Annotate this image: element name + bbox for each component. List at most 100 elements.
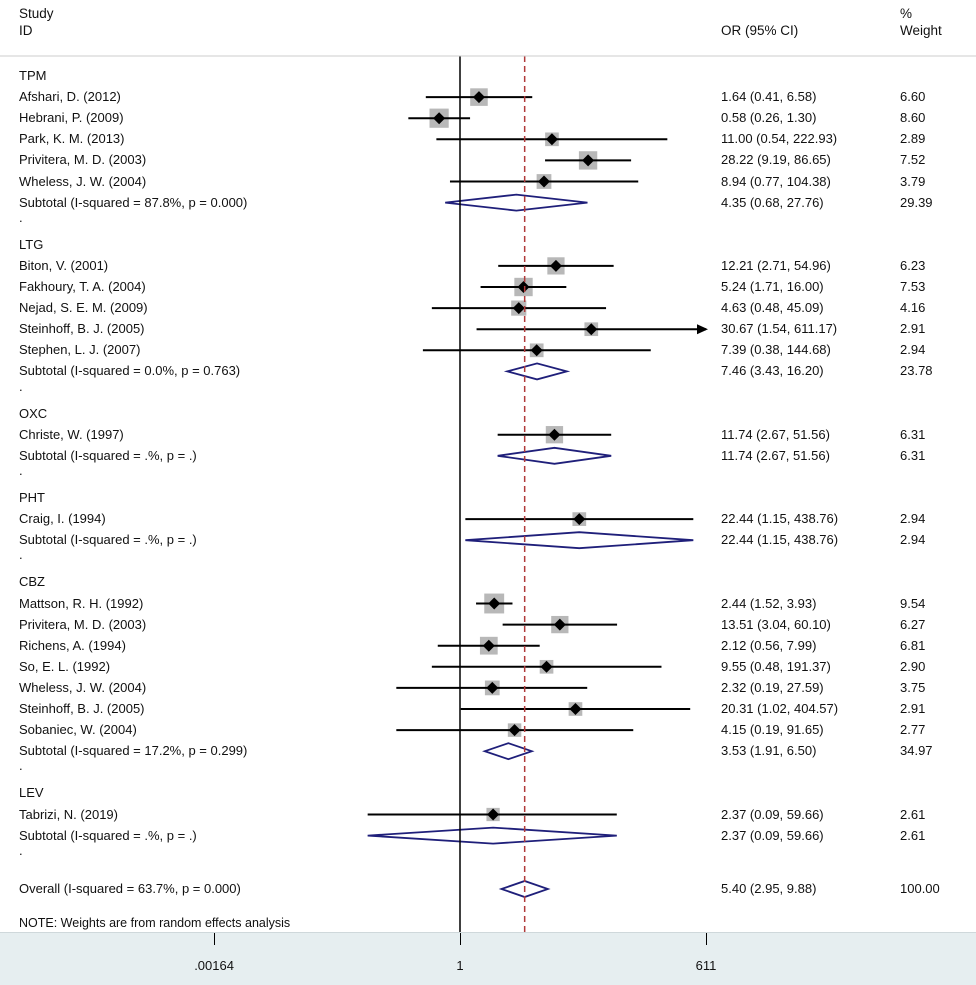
- subtotal-weight: 23.78: [900, 363, 933, 379]
- subtotal-diamond: [367, 826, 617, 845]
- point-estimate: [538, 175, 551, 188]
- subtotal-label: Subtotal (I-squared = .%, p = .): [19, 447, 197, 463]
- group-separator: .: [19, 547, 23, 563]
- group-label: CBZ: [19, 574, 45, 590]
- group-label: LEV: [19, 785, 44, 801]
- study-label: Biton, V. (2001): [19, 257, 109, 273]
- overall-label: Overall (I-squared = 63.7%, p = 0.000): [19, 881, 241, 896]
- column-header-or: OR (95% CI): [721, 23, 799, 38]
- study-weight: 2.91: [900, 321, 926, 337]
- study-or-ci: 11.00 (0.54, 222.93): [721, 131, 838, 147]
- subtotal-diamond: [503, 362, 571, 381]
- study-label: Steinhoff, B. J. (2005): [19, 321, 145, 337]
- study-or-ci: 30.67 (1.54, 611.17): [721, 321, 838, 337]
- study-or-ci: 4.63 (0.48, 45.09): [721, 300, 824, 316]
- column-header-weight: % Weight: [900, 6, 942, 38]
- overall-or-ci: 5.40 (2.95, 9.88): [721, 881, 817, 896]
- point-estimate: [433, 112, 446, 125]
- study-label: Hebrani, P. (2009): [19, 110, 124, 126]
- point-estimate: [553, 618, 566, 631]
- subtotal-diamond: [482, 742, 535, 761]
- x-axis-tick-label: 1: [456, 958, 464, 973]
- x-axis-tick: [213, 933, 216, 945]
- study-label: Mattson, R. H. (1992): [19, 595, 144, 611]
- point-estimate: [508, 724, 521, 737]
- study-weight: 2.61: [900, 806, 926, 822]
- point-estimate: [585, 323, 598, 336]
- study-label: Richens, A. (1994): [19, 637, 126, 653]
- subtotal-weight: 34.97: [900, 743, 933, 759]
- study-weight: 2.90: [900, 658, 926, 674]
- study-or-ci: 4.15 (0.19, 91.65): [721, 722, 824, 738]
- group-separator: .: [19, 209, 23, 225]
- study-label: Stephen, L. J. (2007): [19, 342, 141, 358]
- study-weight: 2.94: [900, 511, 926, 527]
- point-estimate: [545, 133, 558, 146]
- point-estimate: [487, 808, 500, 821]
- study-or-ci: 13.51 (3.04, 60.10): [721, 616, 831, 632]
- study-weight: 6.31: [900, 426, 926, 442]
- group-separator: .: [19, 758, 23, 774]
- study-or-ci: 2.44 (1.52, 3.93): [721, 595, 817, 611]
- study-or-ci: 9.55 (0.48, 191.37): [721, 658, 831, 674]
- subtotal-or-ci: 7.46 (3.43, 16.20): [721, 363, 824, 379]
- point-estimate: [512, 302, 525, 315]
- footnote: NOTE: Weights are from random effects an…: [19, 916, 291, 930]
- group-separator: .: [19, 378, 23, 394]
- study-weight: 6.27: [900, 616, 926, 632]
- study-or-ci: 8.94 (0.77, 104.38): [721, 173, 831, 189]
- study-or-ci: 1.64 (0.41, 6.58): [721, 89, 817, 105]
- subtotal-weight: 2.94: [900, 532, 926, 548]
- subtotal-label: Subtotal (I-squared = .%, p = .): [19, 532, 197, 548]
- overall-weight: 100.00: [900, 881, 940, 896]
- subtotal-or-ci: 11.74 (2.67, 51.56): [721, 447, 830, 463]
- study-label: Tabrizi, N. (2019): [19, 806, 118, 822]
- study-weight: 6.23: [900, 257, 926, 273]
- point-estimate: [517, 281, 530, 293]
- study-weight: 4.16: [900, 300, 926, 316]
- subtotal-label: Subtotal (I-squared = .%, p = .): [19, 827, 197, 843]
- subtotal-weight: 29.39: [900, 194, 933, 210]
- x-axis-tick: [459, 933, 461, 945]
- point-estimate: [540, 660, 553, 673]
- subtotal-or-ci: 22.44 (1.15, 438.76): [721, 532, 839, 548]
- group-label: PHT: [19, 490, 45, 505]
- study-or-ci: 2.12 (0.56, 7.99): [721, 637, 817, 653]
- study-label: Craig, I. (1994): [19, 511, 106, 527]
- point-estimate: [582, 154, 595, 167]
- study-label: Fakhoury, T. A. (2004): [19, 279, 146, 294]
- point-estimate: [573, 513, 586, 526]
- study-weight: 2.91: [900, 701, 926, 716]
- subtotal-diamond: [497, 446, 612, 465]
- study-weight: 8.60: [900, 110, 926, 126]
- point-estimate: [548, 428, 561, 441]
- study-weight: 6.81: [900, 637, 926, 653]
- study-or-ci: 28.22 (9.19, 86.65): [721, 152, 831, 168]
- point-estimate: [530, 344, 543, 357]
- study-label: Christe, W. (1997): [19, 426, 124, 442]
- study-label: Park, K. M. (2013): [19, 131, 125, 147]
- x-axis-band: [0, 932, 976, 985]
- study-weight: 7.52: [900, 152, 926, 168]
- study-label: Steinhoff, B. J. (2005): [19, 701, 145, 716]
- study-weight: 6.60: [900, 89, 926, 105]
- subtotal-or-ci: 4.35 (0.68, 27.76): [721, 194, 824, 210]
- study-or-ci: 12.21 (2.71, 54.96): [721, 257, 831, 273]
- study-or-ci: 2.32 (0.19, 27.59): [721, 679, 824, 695]
- group-separator: .: [19, 842, 23, 858]
- group-label: LTG: [19, 236, 44, 252]
- point-estimate: [472, 91, 485, 104]
- study-label: Nejad, S. E. M. (2009): [19, 300, 148, 316]
- study-weight: 2.89: [900, 131, 926, 147]
- subtotal-label: Subtotal (I-squared = 0.0%, p = 0.763): [19, 363, 241, 379]
- study-or-ci: 11.74 (2.67, 51.56): [721, 426, 830, 442]
- group-label: OXC: [19, 405, 48, 421]
- x-axis-tick-label: 611: [695, 958, 717, 973]
- study-or-ci: 7.39 (0.38, 144.68): [721, 342, 831, 358]
- study-label: Wheless, J. W. (2004): [19, 173, 147, 189]
- study-label: Privitera, M. D. (2003): [19, 152, 147, 168]
- point-estimate: [488, 597, 501, 610]
- ci-arrow: [697, 324, 708, 335]
- subtotal-diamond: [445, 193, 588, 212]
